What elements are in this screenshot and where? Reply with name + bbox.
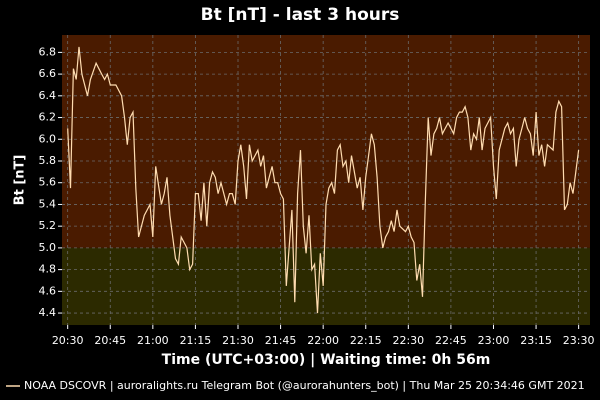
x-tick-label: 20:30 xyxy=(52,334,84,347)
x-axis-label: Time (UTC+03:00) | Waiting time: 0h 56m xyxy=(162,352,491,368)
legend-entry: NOAA DSCOVR xyxy=(24,379,107,392)
data-line xyxy=(67,46,580,314)
footer-text: | auroralights.ru Telegram Bot (@aurorah… xyxy=(110,379,585,392)
y-tick-label: 4.6 xyxy=(39,284,57,297)
y-tick-label: 6.2 xyxy=(39,111,57,124)
x-tick-label: 22:45 xyxy=(435,334,467,347)
x-tick-label: 21:45 xyxy=(265,334,297,347)
x-tick-label: 22:30 xyxy=(392,334,424,347)
y-tick-label: 5.8 xyxy=(39,154,57,167)
y-tick-label: 5.4 xyxy=(39,197,57,210)
x-tick-label: 20:45 xyxy=(94,334,126,347)
y-tick-label: 6.8 xyxy=(39,45,57,58)
y-tick-label: 6.4 xyxy=(39,89,57,102)
y-tick-label: 4.4 xyxy=(39,306,57,319)
x-tick-label: 21:15 xyxy=(180,334,212,347)
chart-title: Bt [nT] - last 3 hours xyxy=(201,5,400,25)
x-tick-label: 23:00 xyxy=(478,334,510,347)
y-tick-label: 5.2 xyxy=(39,219,57,232)
x-tick-label: 23:15 xyxy=(520,334,552,347)
y-tick-label: 6.6 xyxy=(39,67,57,80)
footer: NOAA DSCOVR | auroralights.ru Telegram B… xyxy=(24,379,585,392)
band-below xyxy=(62,247,590,325)
y-tick-label: 5.0 xyxy=(39,241,57,254)
x-tick-label: 22:15 xyxy=(350,334,382,347)
y-tick-label: 6.0 xyxy=(39,132,57,145)
x-tick-label: 21:30 xyxy=(222,334,254,347)
y-axis-label: Bt [nT] xyxy=(13,155,28,206)
y-tick-label: 4.8 xyxy=(39,263,57,276)
x-tick-label: 23:30 xyxy=(563,334,595,347)
x-tick-label: 22:00 xyxy=(307,334,339,347)
x-tick-label: 21:00 xyxy=(137,334,169,347)
plot-area: 4.4 4.6 4.8 5.0 5.2 5.4 5.6 5.8 6.0 6.2 6.4 6.6 6.8 2… xyxy=(39,35,595,347)
y-tick-label: 5.6 xyxy=(39,176,57,189)
